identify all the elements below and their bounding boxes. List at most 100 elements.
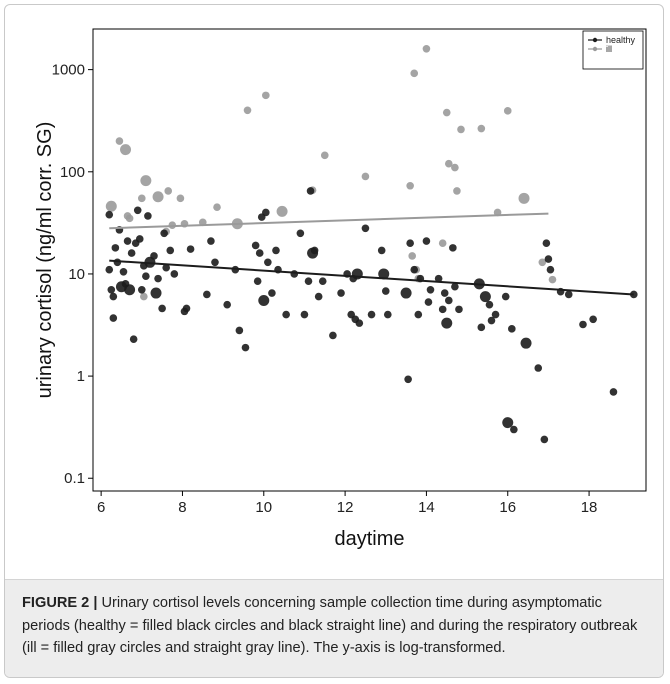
point-ill [152,191,164,203]
x-tick-label: 6 [97,499,105,516]
legend-label-ill: ill [606,44,612,54]
point-healthy [129,335,138,343]
point-ill [548,275,557,284]
point-healthy [383,310,392,319]
point-healthy [381,287,390,295]
point-healthy [207,237,215,245]
point-healthy [166,246,175,255]
point-healthy [310,246,319,255]
point-ill [243,106,252,115]
point-healthy [300,310,309,319]
point-healthy [491,310,500,319]
point-healthy [485,300,494,309]
caption-text: Urinary cortisol levels concerning sampl… [22,595,638,656]
point-ill [518,192,530,204]
point-healthy [544,255,553,263]
point-healthy [329,331,337,340]
x-tick-label: 12 [337,499,354,516]
legend-label-healthy: healthy [606,35,636,45]
point-healthy [241,343,250,352]
point-healthy [355,319,364,327]
point-healthy [162,263,170,272]
y-axis-title: urinary cortisol (ng/ml corr. SG) [34,122,56,399]
point-healthy [137,285,146,294]
point-healthy [268,289,276,297]
caption-label: FIGURE 2 | [22,595,98,611]
fit-line-healthy [109,259,634,296]
point-ill [457,125,465,134]
point-healthy [109,314,118,322]
point-healthy [253,277,262,285]
point-healthy [262,208,270,217]
point-healthy [264,258,272,267]
point-healthy [410,265,419,274]
x-tick-label: 8 [178,499,186,516]
point-healthy [422,237,431,245]
point-healthy [304,277,313,285]
point-healthy [107,285,116,294]
point-ill [105,200,117,212]
figure-frame: 0.1 1 10 100 1000 6 8 10 12 14 16 18 daytime urina… [4,4,664,678]
x-axis-title: daytime [334,528,404,550]
point-healthy [520,337,532,349]
point-healthy [142,272,150,281]
point-healthy [361,224,370,233]
point-healthy [414,310,423,319]
point-healthy [296,229,305,238]
point-healthy [377,246,386,255]
point-healthy [211,258,219,267]
figure-caption: FIGURE 2 | Urinary cortisol levels conce… [22,592,652,660]
point-healthy [400,287,412,299]
series-healthy [105,187,638,444]
point-ill [137,194,146,203]
point-healthy [255,249,264,257]
y-tick-label: 1000 [52,62,85,79]
point-healthy [337,289,345,297]
point-healthy [508,325,516,333]
fit-line-ill [109,212,549,230]
point-healthy [477,323,486,332]
point-ill [538,258,547,267]
y-tick-label: 10 [68,266,85,283]
point-ill [262,91,270,100]
point-healthy [424,298,433,306]
point-healthy [223,300,231,309]
point-healthy [487,316,496,325]
point-ill [442,108,451,117]
point-healthy [534,364,543,372]
point-healthy [434,274,443,283]
point-healthy [170,270,179,278]
point-ill [125,214,134,223]
point-ill [176,194,185,203]
point-ill [213,203,221,212]
point-healthy [251,241,260,250]
point-healthy [119,267,128,276]
x-tick-label: 10 [255,499,272,516]
point-healthy [479,291,491,303]
point-ill [451,163,459,172]
point-ill [453,187,461,195]
x-tick-label: 14 [418,499,435,516]
point-healthy [609,388,618,396]
y-axis: 0.1 1 10 100 1000 [52,62,93,487]
point-healthy [441,317,453,329]
y-tick-label: 0.1 [64,470,85,487]
point-healthy [109,292,118,301]
point-healthy [186,245,195,253]
point-healthy [282,310,290,319]
point-healthy [579,320,587,329]
point-healthy [540,435,549,444]
point-healthy [290,270,299,278]
point-healthy [440,289,449,297]
x-tick-label: 18 [581,499,598,516]
point-healthy [546,265,555,274]
point-healthy [124,284,136,296]
point-healthy [501,292,510,301]
point-healthy [510,425,518,434]
point-ill [438,239,447,247]
point-healthy [404,375,412,384]
point-ill [320,151,329,160]
point-healthy [451,282,459,291]
fit-lines [109,212,634,296]
point-healthy [235,326,244,335]
